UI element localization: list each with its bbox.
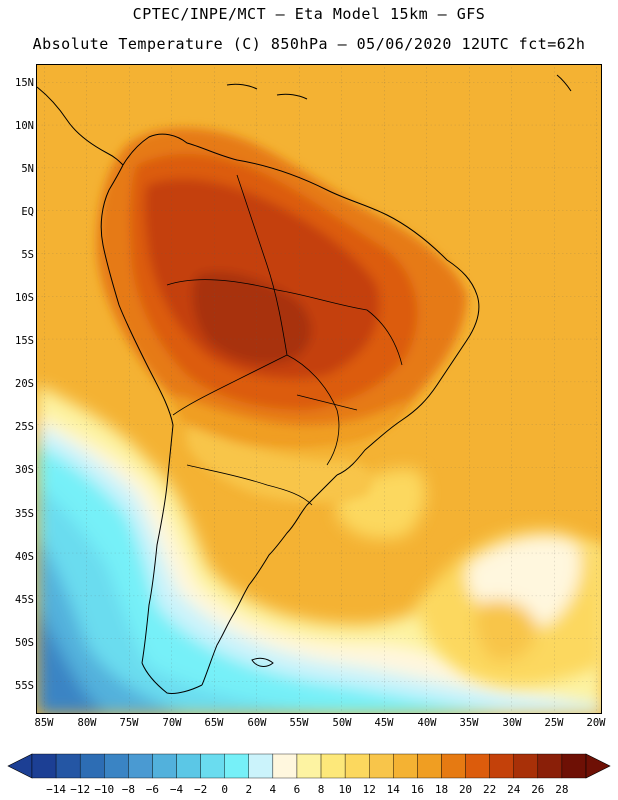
colorbar-swatch	[369, 753, 394, 779]
colorbar-swatch	[489, 753, 514, 779]
lat-label: 5S	[21, 249, 34, 261]
colorbar-tick-label: 6	[293, 783, 301, 796]
colorbar-swatch	[320, 753, 346, 779]
colorbar-tick-label: 22	[483, 783, 497, 796]
lon-label: 40W	[417, 717, 437, 729]
colorbar-swatch	[152, 753, 177, 779]
chart-title-line1: CPTEC/INPE/MCT – Eta Model 15km – GFS	[132, 5, 486, 23]
colorbar-tick-label: 26	[531, 783, 545, 796]
chart-title-line2: Absolute Temperature (C) 850hPa – 05/06/…	[32, 35, 586, 53]
colorbar-tick-label: 14	[386, 783, 400, 796]
colorbar-tick-label: 0	[221, 783, 228, 796]
lat-label: 15N	[15, 77, 34, 89]
colorbar-tick-label: 10	[338, 783, 352, 796]
colorbar-tick-label: −4	[169, 783, 184, 796]
colorbar-swatch	[561, 753, 587, 779]
colorbar-swatch	[224, 753, 249, 779]
colorbar	[7, 753, 611, 779]
coastlines	[37, 74, 572, 694]
colorbar-tick-label: 8	[317, 783, 325, 796]
colorbar-tick-label: 20	[458, 783, 473, 796]
lat-lon-grid	[37, 65, 601, 713]
lon-label: 65W	[204, 717, 224, 729]
colorbar-tick-label: −14	[46, 783, 67, 796]
lon-label: 30W	[502, 717, 522, 729]
lon-label: 70W	[162, 717, 182, 729]
colorbar-swatch	[31, 753, 57, 779]
lon-label: 45W	[374, 717, 394, 729]
lon-label: 75W	[119, 717, 139, 729]
colorbar-swatch	[128, 753, 153, 779]
lat-label: 30S	[15, 464, 34, 476]
lat-label: 50S	[15, 637, 34, 649]
lon-label: 80W	[77, 717, 97, 729]
colorbar-tick-label: 4	[269, 783, 277, 796]
lon-label: 50W	[332, 717, 352, 729]
colorbar-tick-label: −10	[94, 783, 115, 796]
lat-label: 40S	[15, 551, 34, 563]
colorbar-swatch	[104, 753, 129, 779]
lat-label: 10N	[15, 120, 34, 132]
colorbar-tick-label: 12	[362, 783, 376, 796]
colorbar-tick-label: 2	[245, 783, 253, 796]
colorbar-arrow-left	[7, 753, 33, 779]
colorbar-swatch	[417, 753, 442, 779]
lat-label: EQ	[21, 206, 34, 218]
map-svg	[37, 65, 601, 713]
lat-label: 45S	[15, 594, 34, 606]
lat-label: 15S	[15, 335, 34, 347]
colorbar-swatch	[513, 753, 539, 779]
colorbar-tick-label: 28	[555, 783, 569, 796]
colorbar-tick-label: 24	[507, 783, 521, 796]
lat-label: 20S	[15, 378, 34, 390]
colorbar-tick-label: 18	[434, 783, 449, 796]
lon-label: 20W	[586, 717, 606, 729]
colorbar-swatch	[344, 753, 370, 779]
lon-label: 60W	[247, 717, 267, 729]
colorbar-swatch	[200, 753, 225, 779]
colorbar-swatch	[272, 753, 298, 779]
colorbar-swatch	[55, 753, 81, 779]
colorbar-swatch	[393, 753, 418, 779]
colorbar-swatch	[537, 753, 563, 779]
temperature-map	[36, 64, 602, 714]
colorbar-swatch	[296, 753, 322, 779]
colorbar-tick-label: −2	[193, 783, 208, 796]
colorbar-swatch	[465, 753, 490, 779]
lat-label: 5N	[21, 163, 34, 175]
colorbar-arrow-right	[585, 753, 611, 779]
colorbar-tick-label: −12	[70, 783, 91, 796]
colorbar-swatch	[441, 753, 466, 779]
colorbar-tick-label: 16	[410, 783, 425, 796]
lat-label: 55S	[15, 680, 34, 692]
lat-label: 25S	[15, 421, 34, 433]
colorbar-swatch	[248, 753, 274, 779]
lon-label: 35W	[459, 717, 479, 729]
colorbar-swatch	[176, 753, 201, 779]
colorbar-tick-label: −6	[145, 783, 160, 796]
lon-label: 85W	[34, 717, 54, 729]
lon-label: 55W	[289, 717, 309, 729]
lat-label: 10S	[15, 292, 34, 304]
colorbar-tick-label: −8	[121, 783, 135, 796]
lon-label: 25W	[544, 717, 564, 729]
lat-label: 35S	[15, 508, 34, 520]
colorbar-swatch	[79, 753, 105, 779]
